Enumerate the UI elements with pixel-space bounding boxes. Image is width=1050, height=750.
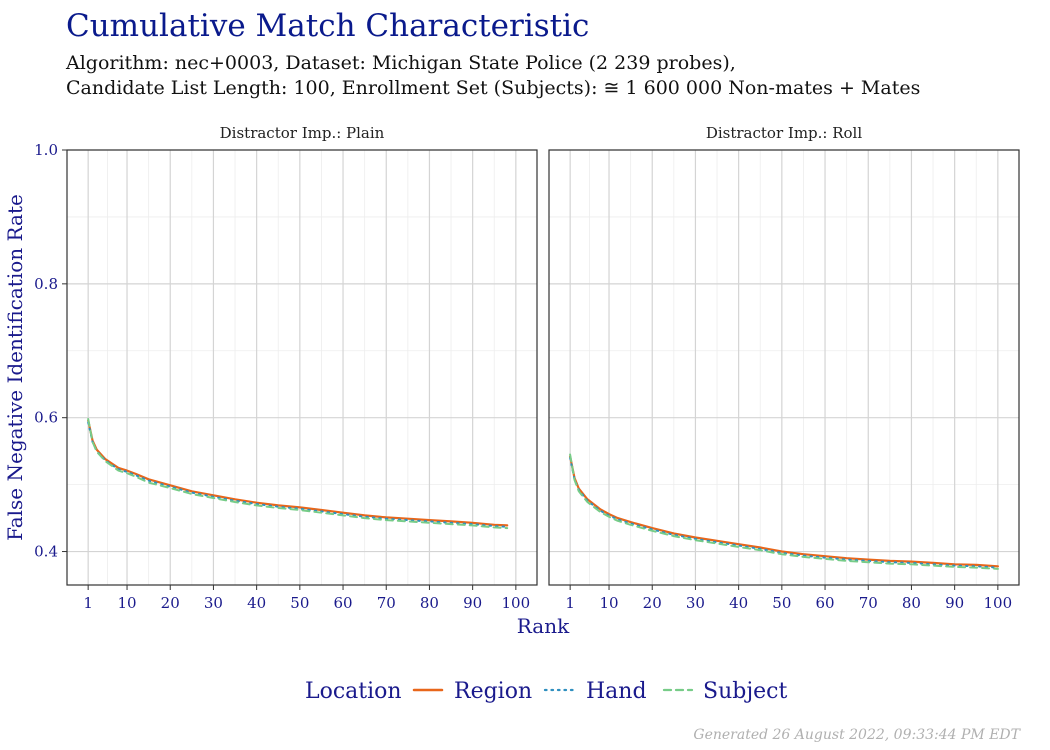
x-tick-label: 10 (117, 594, 136, 612)
y-tick-label: 1.0 (34, 141, 58, 159)
series-line-subject (87, 418, 509, 530)
panel-strip (549, 117, 1019, 150)
legend-label-hand: Hand (586, 679, 647, 704)
x-tick-label: 100 (984, 594, 1013, 612)
x-tick-label: 50 (772, 594, 791, 612)
x-tick-label: 60 (333, 594, 352, 612)
x-tick-label: 60 (815, 594, 834, 612)
y-axis-title: False Negative Identification Rate (3, 194, 27, 541)
x-tick-label: 100 (502, 594, 531, 612)
series-line-region (568, 455, 1000, 568)
chart-subtitle-line2: Candidate List Length: 100, Enrollment S… (66, 77, 921, 99)
y-tick-label: 0.8 (34, 275, 58, 293)
x-tick-label: 40 (729, 594, 748, 612)
x-tick-label: 70 (377, 594, 396, 612)
panel-border (66, 149, 538, 586)
panel-strip-label: Distractor Imp.: Plain (220, 124, 385, 142)
panel-background (549, 150, 1019, 585)
x-tick-label: 30 (686, 594, 705, 612)
y-tick-label: 0.4 (34, 543, 58, 561)
panel-strip-label: Distractor Imp.: Roll (706, 124, 863, 142)
panel-1: Distractor Imp.: Plain 1 10 20 30 40 50 60 70 80 9… (34, 117, 538, 612)
x-tick-label: 1 (565, 594, 575, 612)
generated-timestamp: Generated 26 August 2022, 09:33:44 PM ED… (693, 727, 1021, 743)
x-tick-label: 30 (204, 594, 223, 612)
x-tick-label: 20 (643, 594, 662, 612)
x-axis-title: Rank (517, 614, 570, 638)
legend-label-region: Region (454, 679, 532, 704)
y-tick-label: 0.6 (34, 409, 58, 427)
series-line-region (87, 419, 509, 527)
series-line-hand (87, 421, 509, 528)
x-tick-label: 40 (247, 594, 266, 612)
legend-label-subject: Subject (703, 679, 787, 704)
series-line-subject (569, 453, 999, 570)
x-tick-label: 20 (161, 594, 180, 612)
x-tick-label: 80 (420, 594, 439, 612)
legend-title: Location (305, 679, 402, 704)
x-tick-label: 80 (902, 594, 921, 612)
panel-border (548, 149, 1020, 586)
panel-2: Distractor Imp.: Roll 1 10 20 30 40 50 60 70 80 90… (548, 117, 1020, 612)
panel-background (67, 150, 537, 585)
x-tick-label: 50 (290, 594, 309, 612)
chart-title: Cumulative Match Characteristic (66, 8, 590, 44)
x-tick-label: 90 (945, 594, 964, 612)
panel-strip (67, 117, 537, 150)
x-tick-label: 70 (859, 594, 878, 612)
x-tick-label: 10 (599, 594, 618, 612)
chart-subtitle-line1: Algorithm: nec+0003, Dataset: Michigan S… (66, 52, 736, 74)
x-tick-label: 1 (83, 594, 93, 612)
x-tick-label: 90 (463, 594, 482, 612)
legend: Location Region Hand Subject (305, 679, 787, 704)
